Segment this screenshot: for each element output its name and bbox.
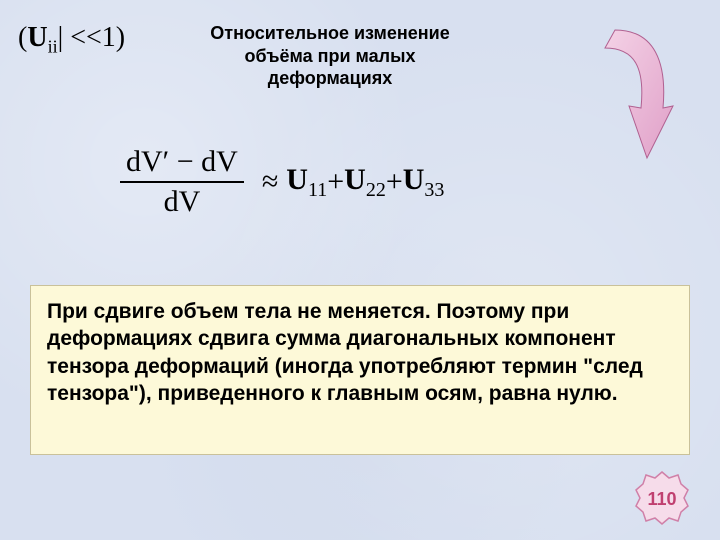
numerator: dV′ − dV [120,145,244,181]
explanation-text: При сдвиге объем тела не меняется. Поэто… [47,300,643,405]
cond-sub: ii [48,37,58,57]
sub11: 11 [308,179,327,201]
term-u11: U11 [286,163,327,202]
condition-note: (Uii| <<1) [18,22,125,58]
title-line-3: деформациях [190,67,470,90]
formula: dV′ − dV dV ≈ U11 + U22 + U33 [120,145,444,219]
cond-one: 1 [102,22,116,53]
paren-open: ( [18,22,27,53]
term-u33: U33 [403,163,445,202]
curved-arrow-icon [585,18,675,178]
cond-u: U [27,22,47,53]
fraction: dV′ − dV dV [120,145,244,219]
denominator: dV [158,183,207,219]
plus-1: + [327,165,344,199]
sub22: 22 [366,179,386,201]
u2: U [344,163,366,196]
sub33: 33 [424,179,444,201]
approx-sign: ≈ [262,165,278,199]
explanation-box: При сдвиге объем тела не меняется. Поэто… [30,285,690,455]
page-number: 110 [645,489,679,510]
u1: U [286,163,308,196]
cond-bar: | [58,22,64,53]
u3: U [403,163,425,196]
cond-rel: << [70,22,102,53]
title-line-2: объёма при малых [190,45,470,68]
title-line-1: Относительное изменение [190,22,470,45]
term-u22: U22 [344,163,386,202]
paren-close: ) [116,22,125,53]
slide-title: Относительное изменение объёма при малых… [190,22,470,90]
plus-2: + [386,165,403,199]
